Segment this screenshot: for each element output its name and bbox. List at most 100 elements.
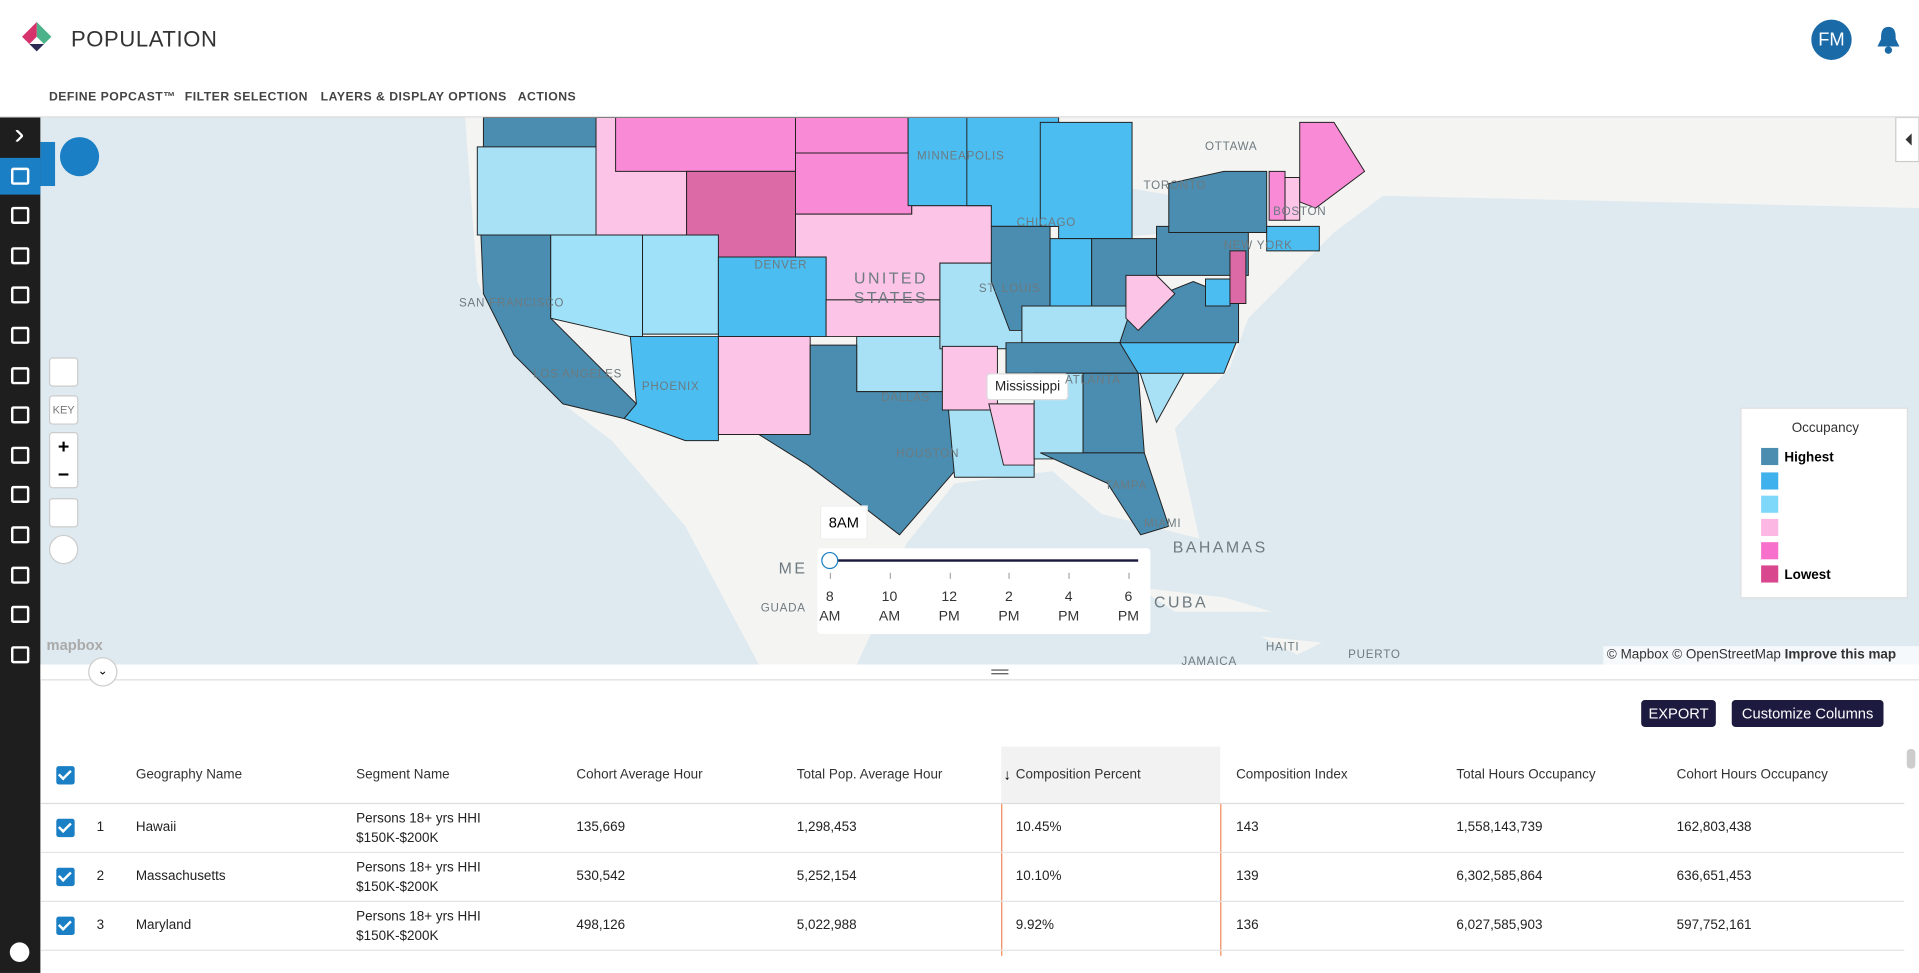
select-all[interactable] <box>56 766 75 785</box>
map-label: SAN FRANCISCO <box>458 296 565 311</box>
filter-button[interactable] <box>48 357 79 387</box>
attribution: © Mapbox © OpenStreetMap Improve this ma… <box>1603 646 1919 665</box>
sidebar-icon[interactable] <box>0 157 41 195</box>
nav-item[interactable]: ACTIONS <box>517 90 577 105</box>
cell: 1,558,143,739 <box>1456 819 1543 835</box>
app-title: POPULATION <box>70 26 218 52</box>
help-icon[interactable] <box>9 942 30 962</box>
sorted-column <box>1001 802 1222 956</box>
map-label: CUBA <box>1154 592 1209 612</box>
improve-map[interactable]: Improve this map <box>1784 647 1897 663</box>
sidebar-icon[interactable] <box>0 317 40 354</box>
legend-low: Lowest <box>1784 567 1831 583</box>
column-header[interactable]: Cohort Hours Occupancy <box>1676 767 1828 783</box>
notifications[interactable] <box>1875 24 1902 56</box>
customize-button[interactable]: Customize Columns <box>1731 700 1884 727</box>
tick-hour: 2 <box>1005 589 1013 605</box>
locate-button[interactable] <box>48 534 79 565</box>
map-label: BOSTON <box>1273 204 1327 219</box>
cell: 9.92% <box>1015 917 1054 933</box>
map-label: UNITED <box>854 268 928 287</box>
attribution-osm[interactable]: © OpenStreetMap <box>1672 647 1781 663</box>
map-label: TAMPA <box>1104 479 1147 493</box>
export-button[interactable]: EXPORT <box>1641 700 1716 727</box>
cell: 5,022,988 <box>796 917 857 933</box>
nav-item[interactable]: LAYERS & DISPLAY OPTIONS <box>320 90 507 105</box>
tick-period: AM <box>819 609 841 625</box>
attribution-mapbox[interactable]: © Mapbox <box>1606 647 1669 663</box>
header-line <box>40 802 1905 805</box>
sidebar-icon[interactable] <box>0 477 40 514</box>
cell: 1,298,453 <box>796 819 857 835</box>
legend-swatch <box>1761 565 1779 583</box>
slider-tick <box>949 572 951 579</box>
column-header[interactable]: Segment Name <box>356 767 450 783</box>
nav-item[interactable]: FILTER SELECTION <box>184 90 309 105</box>
cell: 636,651,453 <box>1676 868 1752 884</box>
column-header[interactable]: Cohort Average Hour <box>576 767 703 783</box>
sorted-header <box>1001 746 1221 803</box>
sidebar-icon[interactable] <box>0 357 40 394</box>
tick-hour: 4 <box>1064 589 1073 605</box>
slider-tick <box>829 572 831 579</box>
sidebar-icon[interactable] <box>0 277 40 314</box>
splitter[interactable] <box>40 664 1919 681</box>
row-checkbox[interactable] <box>56 916 75 936</box>
row-checkbox[interactable] <box>56 867 75 887</box>
sidebar-icon[interactable] <box>0 437 40 474</box>
legend-swatch <box>1761 447 1779 466</box>
drag-handle[interactable] <box>991 669 1009 675</box>
key-button[interactable]: KEY <box>48 395 79 425</box>
sidebar-icon[interactable] <box>0 516 40 553</box>
cell: Massachusetts <box>135 868 226 884</box>
time-slider[interactable] <box>817 548 1151 634</box>
row-number: 1 <box>96 819 105 835</box>
column-header[interactable]: Composition Percent <box>1015 767 1141 783</box>
sort-arrow: ↓ <box>1003 766 1011 784</box>
panel-toggle[interactable] <box>40 141 56 187</box>
row-checkbox[interactable] <box>56 818 75 838</box>
tick-hour: 6 <box>1124 589 1133 605</box>
row-line <box>40 949 1905 951</box>
sidebar-icon[interactable] <box>0 237 40 274</box>
population-button[interactable] <box>59 137 100 177</box>
map-label: DALLAS <box>881 391 931 405</box>
map-label: ST. LOUIS <box>978 282 1041 296</box>
fullscreen-button[interactable] <box>48 498 79 528</box>
map-label: STATES <box>853 288 929 307</box>
legend-swatch <box>1761 495 1779 513</box>
map-label: PUERTO <box>1348 648 1401 662</box>
cell: Maryland <box>135 917 192 933</box>
map-label: PHOENIX <box>641 380 700 394</box>
tick-period: AM <box>878 609 901 625</box>
tick-hour: 8 <box>825 589 834 605</box>
row-line <box>40 851 1905 854</box>
slider-tick <box>1068 572 1070 579</box>
scrollbar[interactable] <box>1906 748 1916 769</box>
cell: 139 <box>1236 868 1259 884</box>
map-label: ME <box>778 558 808 578</box>
map-label: MIAMI <box>1144 517 1182 531</box>
sidebar-icon[interactable] <box>0 636 40 673</box>
cell: 136 <box>1236 917 1259 933</box>
sidebar-icon[interactable] <box>0 117 40 154</box>
sidebar-icon[interactable] <box>0 596 40 633</box>
column-header[interactable]: Composition Index <box>1236 767 1348 783</box>
cell: 6,302,585,864 <box>1456 868 1543 884</box>
tick-hour: 10 <box>881 589 898 605</box>
column-header[interactable]: Total Pop. Average Hour <box>796 767 943 783</box>
map-label: GUADA <box>760 601 806 615</box>
tick-period: PM <box>938 609 960 625</box>
sidebar-icon[interactable] <box>0 556 40 593</box>
sidebar-icon[interactable] <box>0 397 40 434</box>
play-button[interactable] <box>821 551 839 570</box>
column-header[interactable]: Geography Name <box>135 767 243 783</box>
sidebar-icon[interactable] <box>0 197 40 234</box>
nav-item[interactable]: DEFINE POPCAST™ <box>48 90 176 105</box>
avatar[interactable]: FM <box>1811 19 1852 60</box>
zoom-controls[interactable]: + − <box>48 432 79 489</box>
legend-swatch <box>1761 472 1779 490</box>
column-header[interactable]: Total Hours Occupancy <box>1456 767 1596 783</box>
collapse-button[interactable]: ⌄ <box>88 657 118 687</box>
cell: 6,027,585,903 <box>1456 917 1543 933</box>
